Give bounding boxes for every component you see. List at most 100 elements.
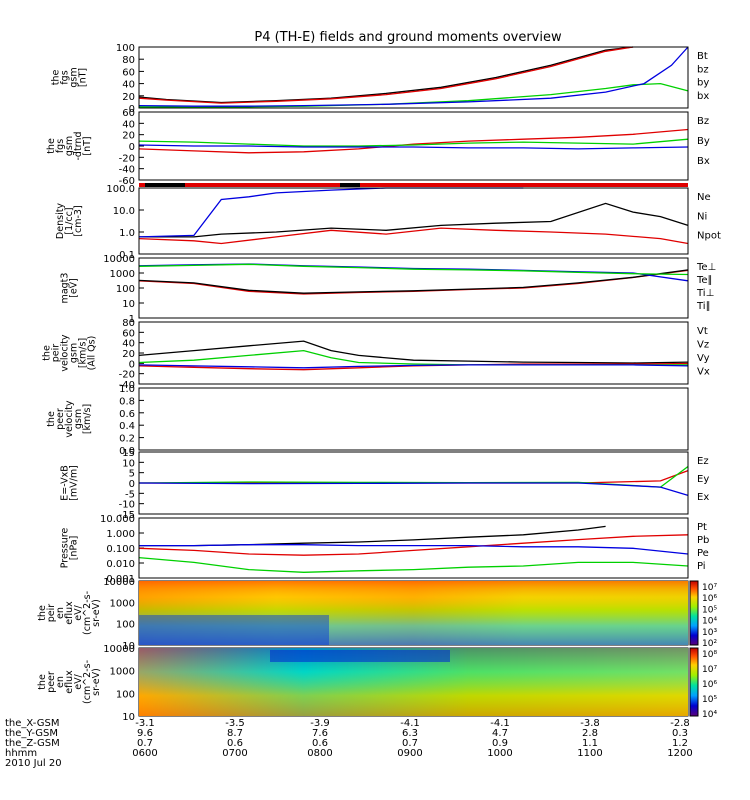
fgs-gsm-detrend-ytick: -60: [119, 176, 135, 187]
peir-eflux-ylabel: sr-eV): [91, 599, 102, 627]
e-field-frame: [138, 451, 689, 515]
heatmap-fills: [139, 581, 688, 716]
density-legend-Ne: Ne: [697, 192, 711, 203]
xaxis-row-label: the_X-GSM: [5, 718, 59, 729]
peir-velocity-ytick: 0: [129, 359, 135, 370]
fgs-gsm-frame: [138, 46, 689, 109]
peir-eflux-ylabel: (cm^2-s-: [82, 591, 93, 635]
fgs-gsm-detrend-ylabel: fgs: [55, 139, 66, 153]
peir-eflux-colorbar-label: 10⁵: [702, 605, 717, 615]
peir-velocity-ytick: 40: [122, 339, 135, 350]
peer-velocity-ytick: 1.0: [119, 384, 135, 395]
fgs-gsm-legend-Bt: Bt: [697, 51, 708, 62]
xaxis-tick-value: -3.8: [580, 718, 600, 729]
e-field-legend-Ex: Ex: [697, 492, 709, 503]
peer-eflux-colorbar: [689, 647, 699, 717]
peir-velocity-legend-Vt: Vt: [697, 326, 708, 337]
peir-velocity-frame: [138, 321, 689, 385]
peer-eflux-ytick: 100: [116, 689, 135, 700]
peir-velocity-ytick: 80: [122, 318, 135, 329]
peir-velocity-ylabel: velocity: [60, 334, 71, 372]
flag-bar-segment: [340, 183, 360, 187]
e-field-ytick: -15: [119, 510, 135, 521]
density-ytick: 0.1: [119, 250, 135, 261]
e-field-ytick: 10: [122, 458, 135, 469]
pressure-ylabel: Pressure: [60, 528, 71, 569]
peer-eflux-ylabel: eV/: [73, 673, 84, 689]
pressure-legend-Pi: Pi: [697, 561, 706, 572]
xaxis-tick-value: 0.7: [402, 738, 418, 749]
peir-velocity-legend-Vz: Vz: [697, 340, 709, 351]
peer-velocity-ylabel: gsm: [73, 409, 84, 429]
temperature-ylabel: [eV]: [69, 278, 80, 298]
peir-eflux-ylabel: peir: [46, 604, 57, 623]
e-field-ylabel: E=-VxB: [60, 465, 71, 500]
density-ylabel: Density: [55, 203, 66, 239]
peer-velocity-ytick: 0.4: [119, 421, 135, 432]
density-panel: 100.0 10.0 1.0 0.1 Density[1/cc][cm-3] Ne Ni Np…: [55, 184, 721, 261]
fgs-gsm-detrend-frame: [138, 111, 689, 181]
fgs-gsm-detrend-ytick: 20: [122, 131, 135, 142]
pressure-ytick: 10.000: [100, 514, 135, 525]
peir-eflux-colorbar: [689, 580, 699, 646]
xaxis-row-label: hhmm: [5, 748, 37, 759]
e-field-ytick: -5: [125, 489, 135, 500]
peer-velocity-ytick: 0.2: [119, 434, 135, 445]
pressure-panel: 10.000 1.000 0.100 0.010 0.001 Pressure[nPa] P…: [60, 514, 710, 585]
e-field-ytick: 5: [129, 469, 135, 480]
temperature-series-Te∥: [138, 269, 689, 294]
temperature-ytick: 1000: [110, 269, 135, 280]
peer-velocity-ylabel: velocity: [64, 400, 75, 438]
xaxis-tick-value: 9.6: [137, 728, 153, 739]
fgs-gsm-series-bx: [138, 46, 689, 107]
e-field-series-Ex: [138, 482, 689, 497]
peer-eflux-ylabel: the: [37, 674, 48, 690]
peir-velocity-ytick: -20: [119, 370, 135, 381]
fgs-gsm-detrend-ytick: 40: [122, 119, 135, 130]
density-ytick: 1.0: [119, 228, 135, 239]
fgs-gsm-detrend-legend-By: By: [697, 136, 710, 147]
peer-eflux-ytick: 10: [122, 712, 135, 723]
xaxis-tick-value: 0900: [397, 748, 422, 759]
peer-eflux-ylabel: sr-eV): [91, 668, 102, 696]
flag-bar: [139, 183, 688, 187]
density-ytick: 100.0: [106, 184, 135, 195]
peir-eflux-colorbar-label: 10⁶: [702, 594, 717, 604]
density-series-Ni: [139, 202, 689, 238]
temperature-frame: [138, 257, 689, 319]
peir-eflux-colorbar-label: 10²: [702, 639, 717, 649]
e-field-series-Ez: [139, 469, 689, 484]
peer-eflux-ytick: 1000: [110, 667, 135, 678]
e-field-ytick: 0: [129, 479, 135, 490]
peir-velocity-series-Vt: [138, 340, 689, 364]
pressure-legend-Pb: Pb: [697, 535, 709, 546]
peir-eflux-ytick: 10000: [103, 577, 135, 588]
peer-velocity-ylabel: peer: [55, 408, 66, 430]
fgs-gsm-detrend-ytick: 60: [122, 108, 135, 119]
peir-eflux-ytick: 100: [116, 620, 135, 631]
peer-eflux-ylabel: eflux: [64, 670, 75, 694]
peer-eflux-ytick: 10000: [103, 644, 135, 655]
peir-eflux-ylabel: eflux: [64, 601, 75, 625]
xaxis-tick-value: 0.9: [492, 738, 508, 749]
fgs-gsm-legend-bz: bz: [697, 64, 709, 75]
xaxis-tick-value: 6.3: [402, 728, 418, 739]
xaxis-tick-value: 2.8: [582, 728, 598, 739]
peer-velocity-ytick: 0.6: [119, 409, 135, 420]
peir-eflux-ylabel: the: [37, 605, 48, 621]
temperature-legend-Ti∥: Ti∥: [696, 301, 711, 312]
density-legend-Npot: Npot: [697, 231, 721, 242]
fgs-gsm-detrend-ylabel: [nT]: [82, 136, 93, 155]
xaxis-tick-value: 0.3: [672, 728, 688, 739]
fgs-gsm-detrend-ylabel: gsm: [64, 136, 75, 156]
xaxis-tick-value: -3.1: [135, 718, 155, 729]
fgs-gsm-legend-bx: bx: [697, 91, 709, 102]
fgs-gsm-ytick: 60: [122, 67, 135, 78]
pressure-ytick: 0.001: [106, 574, 135, 585]
xaxis-tick-value: 0.6: [227, 738, 243, 749]
peir-eflux-heatmap-overlay: [139, 581, 688, 645]
peer-eflux-colorbar-label: 10⁷: [702, 665, 717, 675]
xaxis-tick-value: 8.7: [227, 728, 243, 739]
